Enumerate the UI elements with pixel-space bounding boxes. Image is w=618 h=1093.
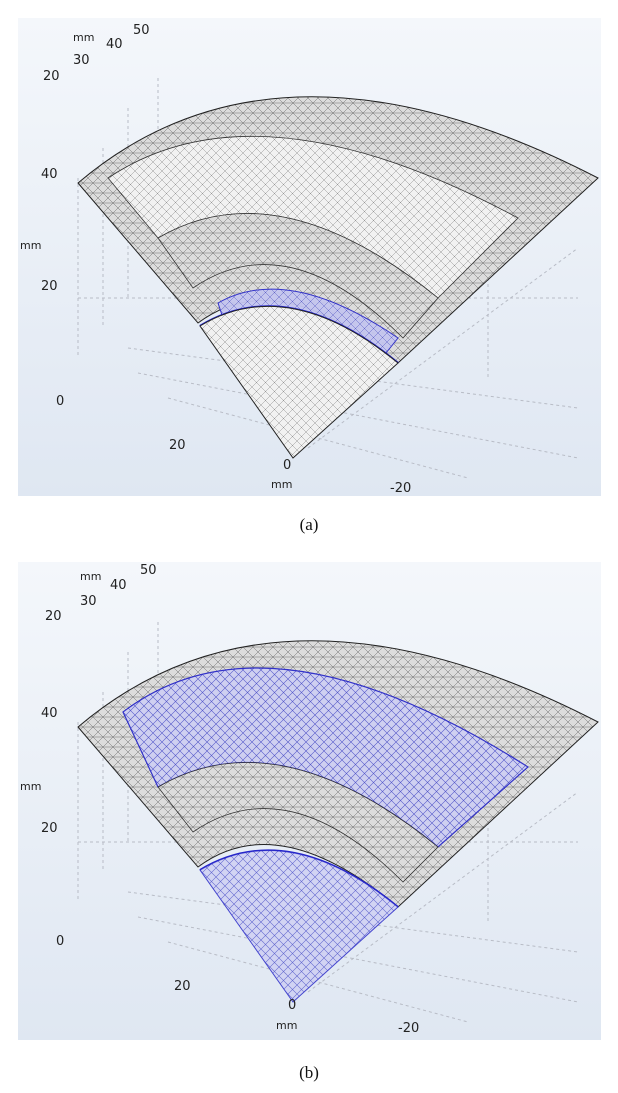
axis-unit-vertical: mm bbox=[20, 780, 41, 793]
tick-top-1: 40 bbox=[110, 578, 127, 593]
tick-front-1: 0 bbox=[288, 998, 296, 1013]
inner-ring bbox=[157, 213, 439, 339]
tick-top-1: 40 bbox=[106, 37, 123, 52]
axis-unit-vertical: mm bbox=[20, 239, 41, 252]
front-wedge bbox=[199, 305, 399, 459]
tick-front-2: -20 bbox=[398, 1021, 419, 1036]
tick-top-3: 20 bbox=[45, 609, 62, 624]
tick-vertical-1: 20 bbox=[41, 279, 58, 294]
panel-a: 50 40 30 20 mm 40 20 0 mm 20 0 -20 mm bbox=[18, 18, 601, 496]
tick-front-0: 20 bbox=[169, 438, 186, 453]
mesh-plot-a: 50 40 30 20 mm 40 20 0 mm 20 0 -20 mm bbox=[18, 18, 601, 496]
tick-top-2: 30 bbox=[80, 594, 97, 609]
tick-top-0: 50 bbox=[133, 23, 150, 38]
tick-vertical-1: 20 bbox=[41, 821, 58, 836]
caption-b: (b) bbox=[299, 1063, 319, 1082]
tick-top-3: 20 bbox=[43, 69, 60, 84]
tick-vertical-0: 40 bbox=[41, 706, 58, 721]
front-wedge bbox=[199, 849, 399, 1003]
inner-ring bbox=[157, 762, 439, 883]
tick-front-0: 20 bbox=[174, 979, 191, 994]
caption-a: (a) bbox=[299, 515, 319, 534]
axis-unit-front: mm bbox=[271, 478, 292, 491]
tick-top-0: 50 bbox=[140, 563, 157, 578]
axis-unit-top: mm bbox=[73, 31, 94, 44]
tick-vertical-0: 40 bbox=[41, 167, 58, 182]
axis-grid bbox=[77, 78, 579, 479]
axis-unit-top: mm bbox=[80, 570, 101, 583]
tick-top-2: 30 bbox=[73, 53, 90, 68]
tick-vertical-2: 0 bbox=[56, 934, 64, 949]
mesh-plot-b: 50 40 30 20 mm 40 20 0 mm 20 0 -20 mm bbox=[18, 562, 601, 1040]
tick-front-1: 0 bbox=[283, 458, 291, 473]
tick-vertical-2: 0 bbox=[56, 394, 64, 409]
axis-unit-front: mm bbox=[276, 1019, 297, 1032]
tick-front-2: -20 bbox=[390, 481, 411, 496]
panel-b: 50 40 30 20 mm 40 20 0 mm 20 0 -20 mm bbox=[18, 562, 601, 1040]
